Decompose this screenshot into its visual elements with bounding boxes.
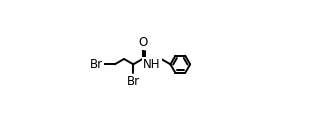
Text: O: O — [138, 36, 147, 49]
Text: Br: Br — [127, 75, 140, 88]
Text: NH: NH — [143, 58, 161, 71]
Text: Br: Br — [90, 58, 103, 71]
